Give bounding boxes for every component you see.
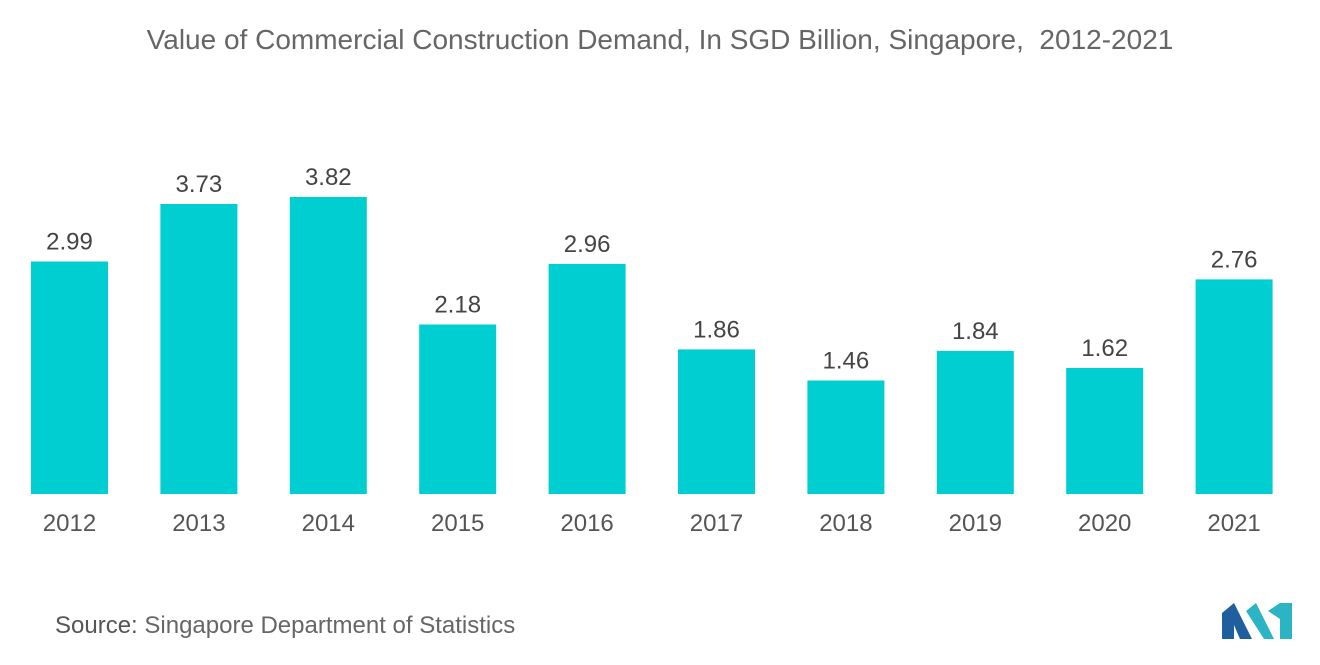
data-label-2017: 1.86 xyxy=(693,316,740,343)
data-label-2019: 1.84 xyxy=(952,318,999,345)
x-tick-label-2012: 2012 xyxy=(43,510,96,537)
data-label-2018: 1.46 xyxy=(823,348,870,375)
x-tick-label-2014: 2014 xyxy=(302,510,355,537)
bar-2020 xyxy=(1066,368,1144,494)
x-tick-label-2017: 2017 xyxy=(690,510,743,537)
x-tick-label-2019: 2019 xyxy=(949,510,1002,537)
bar-2014 xyxy=(289,197,367,494)
data-label-2021: 2.76 xyxy=(1211,246,1258,273)
mordor-intelligence-logo-icon xyxy=(1222,603,1292,639)
x-tick-label-2021: 2021 xyxy=(1207,510,1260,537)
data-label-2015: 2.18 xyxy=(434,292,481,319)
source-note: Source: Singapore Department of Statisti… xyxy=(55,612,515,640)
data-label-2013: 3.73 xyxy=(176,171,223,198)
bar-2013 xyxy=(160,204,238,494)
bar-2012 xyxy=(31,261,108,494)
source-label: Source: xyxy=(55,612,138,639)
source-text: Singapore Department of Statistics xyxy=(144,612,516,639)
x-tick-label-2020: 2020 xyxy=(1078,510,1131,537)
bar-2016 xyxy=(548,263,626,494)
bar-chart: 2.99 2012 3.73 2013 3.82 2014 2.18 2015 2.96 2016… xyxy=(31,164,1273,537)
x-tick-label-2018: 2018 xyxy=(819,510,872,537)
chart-title: Value of Commercial Construction Demand,… xyxy=(146,24,1174,55)
bar-2021 xyxy=(1195,279,1273,494)
bar-2019 xyxy=(936,350,1014,494)
bar-2018 xyxy=(807,380,885,494)
data-label-2014: 3.82 xyxy=(305,164,352,191)
data-label-2012: 2.99 xyxy=(46,229,93,256)
bar-2017 xyxy=(678,349,755,494)
x-tick-label-2015: 2015 xyxy=(431,510,484,537)
data-label-2016: 2.96 xyxy=(564,231,611,258)
x-tick-label-2016: 2016 xyxy=(560,510,613,537)
data-label-2020: 1.62 xyxy=(1081,335,1128,362)
x-tick-label-2013: 2013 xyxy=(172,510,225,537)
bar-2015 xyxy=(419,324,497,494)
